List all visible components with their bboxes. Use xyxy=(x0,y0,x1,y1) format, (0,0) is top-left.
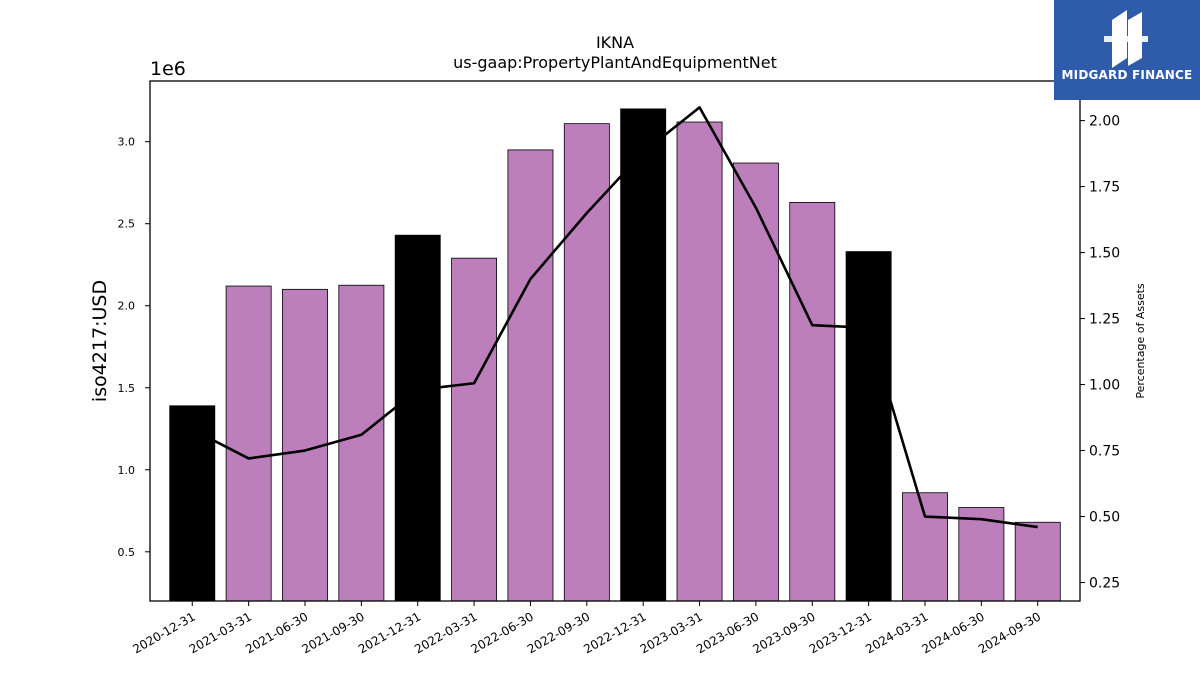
bar xyxy=(1014,521,1061,602)
bar xyxy=(676,121,723,602)
x-tick-label: 2021-03-31 xyxy=(187,609,254,656)
y-tick-label: 2.0 xyxy=(118,300,136,313)
y-tick-label: 1.0 xyxy=(118,464,136,477)
x-tick-label: 2023-06-30 xyxy=(694,609,761,656)
series-line xyxy=(191,106,1038,529)
bar xyxy=(169,405,216,602)
chart-subtitle: us-gaap:PropertyPlantAndEquipmentNet xyxy=(453,53,777,72)
y-tick-label: 3.0 xyxy=(118,136,136,149)
bar xyxy=(451,257,498,602)
x-tick-label: 2020-12-31 xyxy=(130,609,197,656)
y2-tick-label: 1.75 xyxy=(1089,180,1120,196)
bar xyxy=(732,162,779,602)
bar xyxy=(394,234,441,602)
y-offset-label: 1e6 xyxy=(150,58,186,80)
x-tick-label: 2022-09-30 xyxy=(525,609,592,656)
y2-tick-label: 1.50 xyxy=(1089,246,1120,262)
y2-tick-label: 0.50 xyxy=(1089,510,1120,526)
x-tick-label: 2023-12-31 xyxy=(807,609,874,656)
midgard-finance-logo: MIDGARD FINANCE xyxy=(1054,0,1200,100)
bar xyxy=(620,108,667,602)
bar xyxy=(507,149,554,602)
y2-tick-label: 0.25 xyxy=(1089,576,1120,592)
x-tick-label: 2022-06-30 xyxy=(469,609,536,656)
x-tick-label: 2021-06-30 xyxy=(243,609,310,656)
bar xyxy=(902,492,948,602)
y-tick-label: 2.5 xyxy=(118,218,136,231)
bar xyxy=(958,507,1005,602)
y-axis-label: iso4217:USD xyxy=(89,280,111,402)
y2-axis-label: Percentage of Assets xyxy=(1134,283,1147,399)
bar xyxy=(338,284,385,602)
x-tick-label: 2022-03-31 xyxy=(412,609,479,656)
y-tick-label: 1.5 xyxy=(118,382,136,395)
y2-tick-label: 0.75 xyxy=(1089,444,1120,460)
x-tick-label: 2021-09-30 xyxy=(299,609,366,656)
y2-tick-label: 1.25 xyxy=(1089,312,1120,328)
bar xyxy=(789,201,836,602)
x-tick-label: 2024-06-30 xyxy=(919,609,986,656)
logo-text: MIDGARD FINANCE xyxy=(1061,68,1193,82)
x-tick-label: 2023-09-30 xyxy=(750,609,817,656)
x-tick-label: 2022-12-31 xyxy=(581,609,648,656)
bar xyxy=(845,251,892,602)
logo-icon xyxy=(1104,10,1148,68)
x-tick-label: 2023-03-31 xyxy=(638,609,705,656)
x-tick-label: 2024-03-31 xyxy=(863,609,930,656)
x-tick-label: 2021-12-31 xyxy=(356,609,423,656)
y2-tick-label: 2.00 xyxy=(1089,114,1120,130)
chart-title: IKNA xyxy=(596,33,634,52)
bar xyxy=(563,123,610,602)
y2-tick-label: 1.00 xyxy=(1089,378,1120,394)
bar xyxy=(225,285,272,602)
plot-frame xyxy=(149,80,1081,602)
y-tick-label: 0.5 xyxy=(118,546,136,559)
x-tick-label: 2024-09-30 xyxy=(976,609,1043,656)
